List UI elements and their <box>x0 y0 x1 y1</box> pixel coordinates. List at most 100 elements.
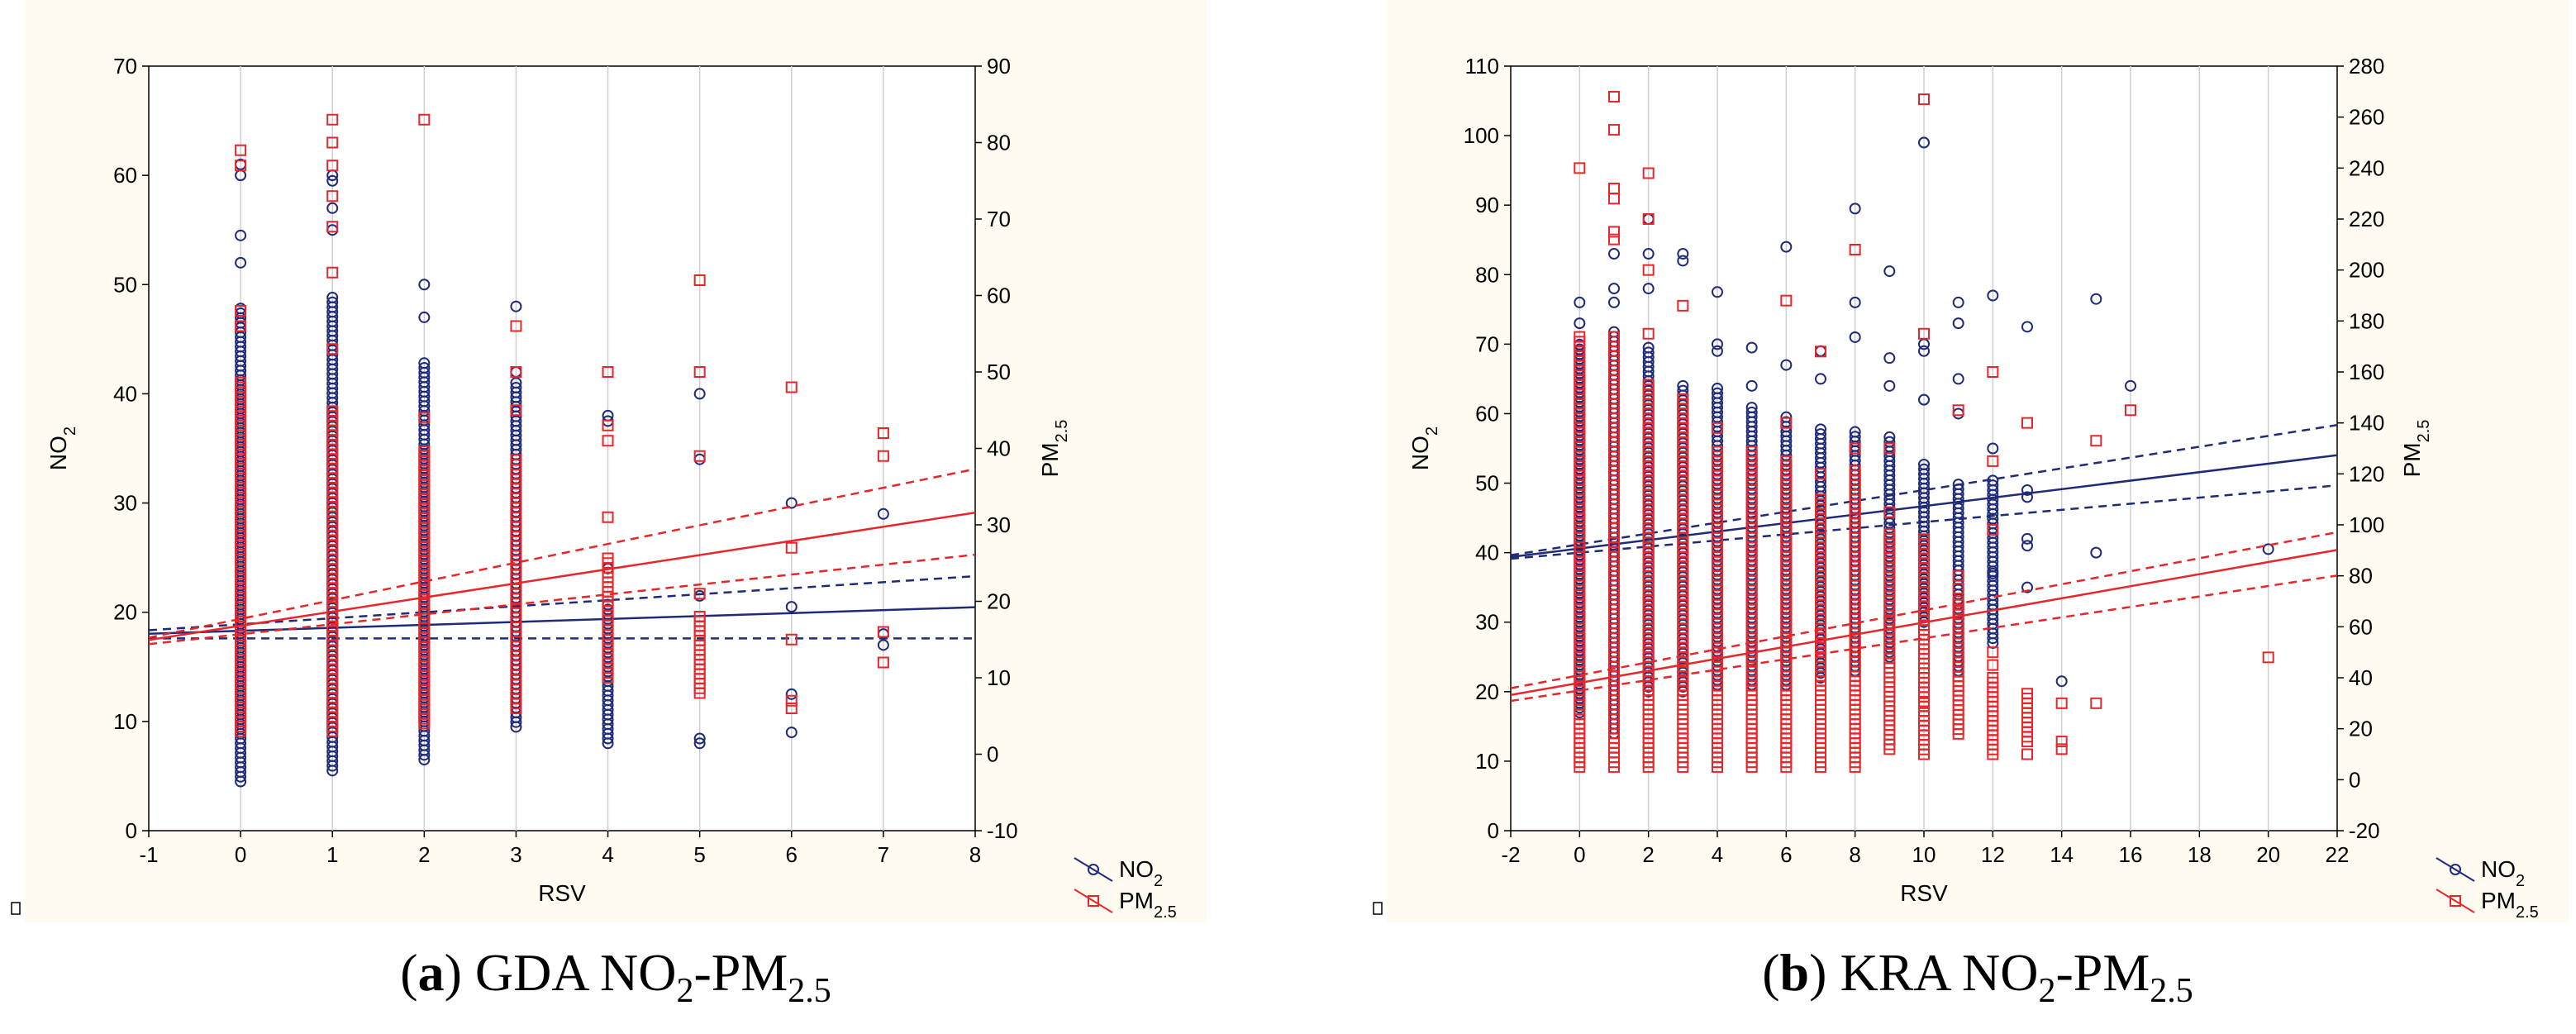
data-point-no2 <box>1883 431 1896 443</box>
data-point-no2 <box>1712 338 1723 350</box>
y-right-tick-label: -20 <box>2349 818 2380 843</box>
data-point-pm25 <box>1987 366 1999 378</box>
data-point-no2 <box>1918 463 1930 475</box>
data-point-no2 <box>785 601 798 613</box>
data-point-no2 <box>1780 359 1793 371</box>
data-point-pm25 <box>1918 533 1930 546</box>
regression-fit-no2 <box>1511 454 2337 559</box>
data-point-no2 <box>2021 540 2033 552</box>
legend-line <box>1074 857 1113 882</box>
data-point-pm25 <box>235 376 247 388</box>
legend-label: NO2 <box>2481 856 2525 890</box>
data-point-no2 <box>1677 248 1689 260</box>
y-left-tick-label: 0 <box>126 818 137 843</box>
data-point-pm25 <box>1608 226 1620 238</box>
data-point-pm25 <box>326 266 339 279</box>
legend-line <box>2436 857 2475 882</box>
y-left-tick-label: 10 <box>113 709 137 734</box>
data-point-no2 <box>1712 345 1723 357</box>
data-point-no2 <box>1712 382 1723 394</box>
data-point-pm25 <box>1952 569 1964 582</box>
x-tick-label: 5 <box>693 842 705 867</box>
data-point-no2 <box>785 727 798 739</box>
x-tick-label: 0 <box>235 842 246 867</box>
data-point-no2 <box>1608 248 1620 260</box>
data-point-pm25 <box>326 190 339 203</box>
data-point-pm25 <box>1608 91 1620 102</box>
data-point-pm25 <box>1918 93 1930 106</box>
data-point-pm25 <box>693 450 706 462</box>
data-point-pm25 <box>693 274 706 286</box>
y-right-tick-label: 160 <box>2349 360 2384 384</box>
data-point-no2 <box>418 311 431 323</box>
corner-marker <box>1373 902 1383 915</box>
legend-line <box>1074 889 1113 913</box>
y-right-tick-label: 280 <box>2349 54 2384 79</box>
x-tick-label: 3 <box>510 842 521 867</box>
x-tick-label: 4 <box>602 842 613 867</box>
y-left-tick-label: 20 <box>1475 679 1499 704</box>
data-point-pm25 <box>1815 468 1826 480</box>
data-point-no2 <box>693 388 706 400</box>
y-left-tick-label: 50 <box>113 272 137 297</box>
data-point-no2 <box>1918 345 1930 357</box>
legend-line <box>2436 889 2475 913</box>
data-point-pm25 <box>785 633 798 646</box>
x-tick-label: 18 <box>2188 842 2212 867</box>
data-point-no2 <box>1780 241 1793 253</box>
data-point-pm25 <box>1918 710 1930 722</box>
data-point-pm25 <box>1677 299 1689 312</box>
data-point-no2 <box>1642 346 1655 359</box>
y-left-axis-label: NO2 <box>1407 426 1441 470</box>
y-right-tick-label: 20 <box>987 589 1011 614</box>
y-right-tick-label: 180 <box>2349 308 2384 333</box>
data-point-pm25 <box>1608 124 1620 136</box>
y-right-tick-label: 80 <box>2349 564 2373 588</box>
y-left-tick-label: 70 <box>113 54 137 79</box>
data-point-pm25 <box>326 221 339 233</box>
data-point-no2 <box>1918 136 1930 149</box>
data-point-pm25 <box>785 381 798 393</box>
x-axis-label: RSV <box>538 880 586 906</box>
data-point-pm25 <box>2055 697 2068 709</box>
regression-ci-lower-pm25 <box>149 553 975 646</box>
legend-label: NO2 <box>1119 856 1163 890</box>
y-right-tick-label: 90 <box>987 54 1011 79</box>
data-point-no2 <box>1883 379 1896 392</box>
x-tick-label: 6 <box>1780 842 1792 867</box>
data-point-pm25 <box>785 694 798 707</box>
x-tick-label: 7 <box>878 842 889 867</box>
data-point-no2 <box>2021 484 2033 496</box>
data-point-no2 <box>1849 296 1861 308</box>
data-point-no2 <box>1677 384 1689 397</box>
data-point-pm25 <box>1952 583 1964 595</box>
x-tick-label: 2 <box>418 842 430 867</box>
data-point-no2 <box>1987 479 1999 492</box>
data-point-no2 <box>1677 255 1689 267</box>
y-left-tick-label: 60 <box>1475 401 1499 426</box>
data-point-no2 <box>418 362 431 374</box>
data-point-no2 <box>1987 442 1999 455</box>
y-left-tick-label: 50 <box>1475 471 1499 496</box>
y-right-tick-label: 10 <box>987 665 1011 690</box>
data-point-pm25 <box>326 405 339 417</box>
data-point-no2 <box>1815 373 1826 385</box>
x-tick-label: 14 <box>2050 842 2074 867</box>
y-left-tick-label: 70 <box>1475 331 1499 356</box>
y-left-tick-label: 90 <box>1475 193 1499 217</box>
data-point-pm25 <box>510 404 522 417</box>
data-point-pm25 <box>510 366 522 378</box>
data-point-pm25 <box>1642 264 1655 276</box>
x-tick-label: 12 <box>1981 842 2005 867</box>
x-tick-label: 8 <box>1849 842 1860 867</box>
data-point-no2 <box>1918 393 1930 406</box>
data-point-no2 <box>1745 341 1758 354</box>
y-right-axis-label: PM2.5 <box>1037 420 1071 478</box>
data-point-pm25 <box>235 144 247 156</box>
y-right-axis-label: PM2.5 <box>2399 420 2433 478</box>
data-point-pm25 <box>1642 213 1655 225</box>
legend-label: PM2.5 <box>2481 888 2539 922</box>
data-point-no2 <box>693 732 706 745</box>
data-point-no2 <box>1745 406 1758 418</box>
data-point-pm25 <box>418 113 431 126</box>
